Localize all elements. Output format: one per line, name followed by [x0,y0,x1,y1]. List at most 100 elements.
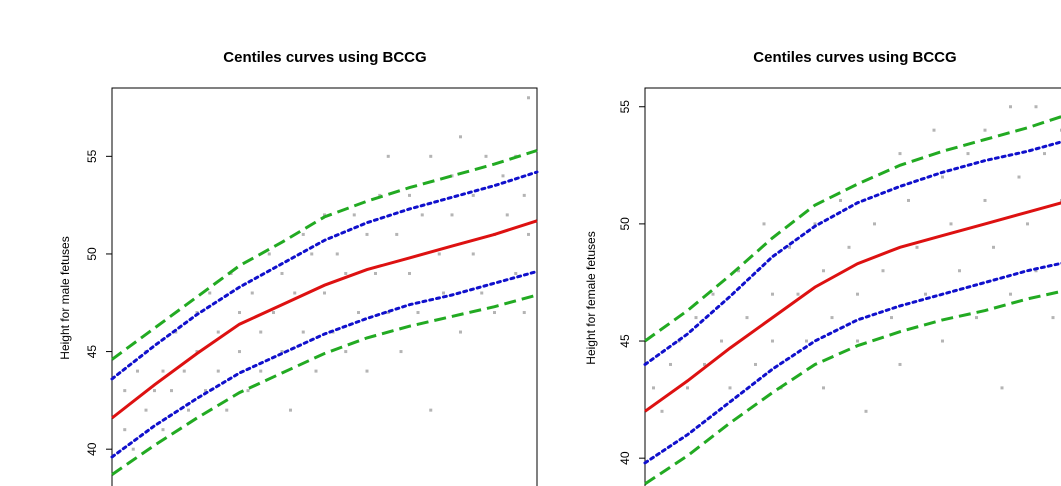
male-data-point-56 [416,311,420,315]
female-data-point-41 [958,269,961,273]
male-data-point-58 [429,154,433,158]
female-data-point-54 [1043,152,1046,156]
male-data-point-51 [386,154,390,158]
male-data-point-76 [522,193,526,197]
male-data-point-67 [471,193,475,197]
male-y-tick-label-0: 40 [85,442,99,456]
male-data-point-47 [365,369,369,373]
female-centile-line-0 [644,115,1061,343]
male-data-point-18 [216,330,220,334]
female-data-point-22 [822,386,825,390]
male-y-tick-label-1: 45 [85,345,99,359]
female-centile-line-1 [643,140,1061,366]
male-data-point-31 [280,271,284,275]
male-centile-lines [110,149,539,476]
male-data-point-10 [170,389,173,393]
female-data-point-43 [975,316,978,320]
female-data-point-13 [762,222,766,226]
male-data-point-29 [272,311,275,315]
female-centile-lines [643,115,1061,486]
male-data-point-73 [505,213,509,217]
male-data-point-7 [153,389,156,393]
male-data-point-64 [459,135,462,139]
female-data-point-46 [992,245,995,249]
male-data-point-41 [335,252,339,256]
male-data-point-61 [442,291,445,295]
male-data-point-65 [459,330,462,334]
female-data-point-33 [898,362,902,366]
male-data-point-52 [395,232,399,236]
female-data-point-12 [754,362,757,366]
male-data-point-45 [357,311,360,315]
female-y-tick-label-2: 50 [618,217,632,231]
male-data-point-28 [267,252,271,256]
male-data-point-54 [408,193,411,197]
female-data-point-37 [932,128,936,132]
male-data-point-46 [365,232,369,236]
male-data-point-57 [420,213,424,217]
male-chart-ylabel: Height for male fetuses [58,236,72,359]
female-data-point-10 [737,269,740,273]
female-data-point-44 [983,128,987,132]
male-data-point-27 [259,369,263,373]
female-data-point-14 [771,292,774,296]
male-y-ticks: 40 45 50 55 [85,149,112,456]
female-data-point-32 [898,152,902,156]
male-data-point-24 [246,389,250,393]
male-y-tick-label-3: 55 [85,149,99,163]
female-data-point-20 [813,222,817,226]
male-data-point-36 [310,252,314,256]
male-data-point-60 [437,252,441,256]
male-data-point-11 [174,330,178,334]
female-data-point-29 [873,222,876,226]
female-data-point-42 [966,152,970,156]
male-data-point-2 [123,389,127,393]
male-data-point-35 [301,330,305,334]
male-y-tick-label-2: 50 [85,247,99,261]
male-data-point-63 [450,213,454,217]
female-chart-ylabel: Height for female fetuses [584,231,598,364]
male-data-point-5 [144,408,148,412]
female-data-point-48 [1009,105,1012,109]
male-data-point-22 [238,311,241,315]
female-data-point-24 [839,198,842,202]
male-data-point-48 [374,271,377,275]
male-chart: Centiles curves using BCCG Height for ma… [58,49,539,486]
male-data-point-69 [484,154,488,158]
female-data-point-8 [720,339,723,343]
male-data-point-14 [195,311,199,315]
male-data-point-79 [527,232,530,236]
female-data-point-1 [660,409,664,413]
male-data-points [123,96,530,451]
male-data-point-68 [480,291,484,295]
female-data-point-53 [1034,269,1038,273]
female-chart-title: Centiles curves using BCCG [753,49,956,66]
female-y-ticks: 40 45 50 55 [618,100,645,465]
male-data-point-78 [527,96,530,100]
male-data-point-17 [208,291,212,295]
male-data-point-50 [386,311,390,315]
female-data-point-50 [1017,175,1021,179]
female-data-point-40 [949,222,953,226]
female-data-point-5 [694,316,698,320]
male-data-point-42 [344,350,348,354]
male-data-point-3 [131,447,135,451]
female-data-points [652,105,1061,413]
male-data-point-34 [301,232,305,236]
male-plot-frame [111,87,538,486]
male-data-point-44 [352,213,356,217]
male-data-point-15 [195,350,199,354]
female-data-point-6 [703,362,706,366]
female-data-point-31 [890,316,893,320]
male-data-point-20 [225,408,229,412]
female-y-tick-label-0: 40 [618,451,632,465]
female-data-point-15 [771,339,774,343]
male-data-point-77 [522,311,526,315]
male-centile-line-2 [111,219,538,420]
male-data-point-25 [250,291,254,295]
female-data-point-45 [983,198,987,202]
male-data-point-8 [161,428,165,432]
female-data-point-38 [941,175,944,179]
female-data-point-11 [745,316,749,320]
